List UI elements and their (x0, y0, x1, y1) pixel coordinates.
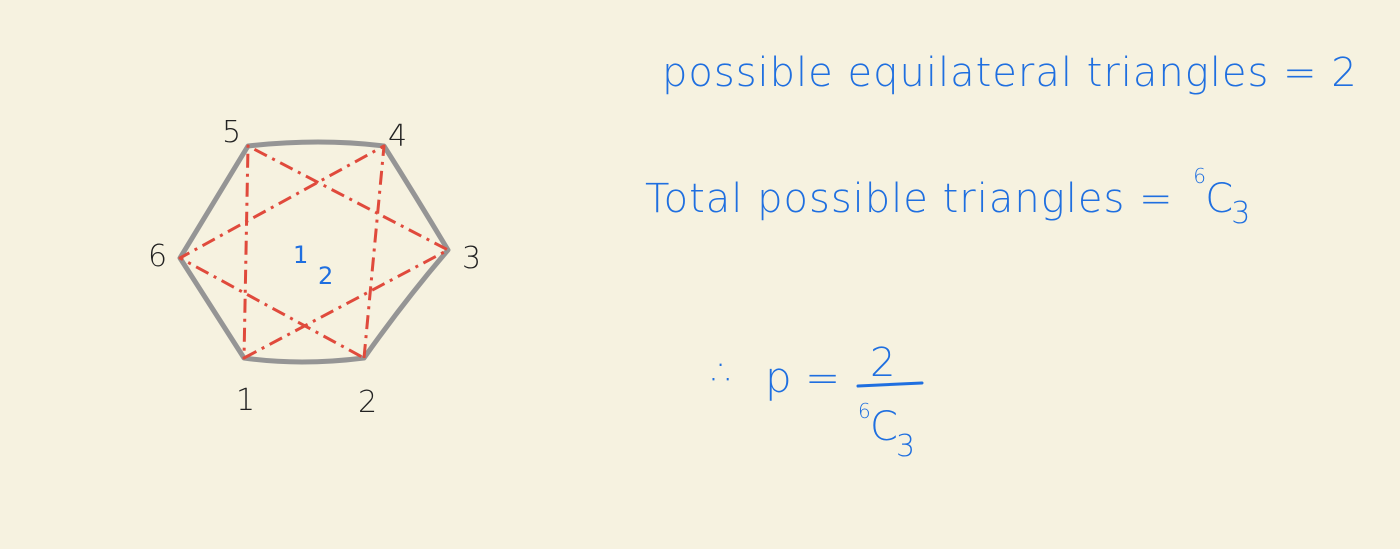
denominator-letter: C (870, 404, 898, 450)
inner-label-1: 1 (293, 241, 308, 269)
hexagon-outline (177, 139, 451, 365)
denominator-subscript: 3 (896, 429, 915, 464)
vertex-label-5: 5 (222, 115, 241, 150)
inner-label-2: 2 (318, 262, 333, 290)
p-equals: p = (765, 353, 840, 402)
total-triangles-text: Total possible triangles = (645, 176, 1174, 222)
total-triangles-note: Total possible triangles = 6 C 3 (645, 164, 1257, 231)
combination-letter: C (1205, 176, 1235, 222)
denominator-superscript: 6 (858, 399, 871, 423)
triangle-1-3-5 (242, 144, 450, 360)
therefore-symbol: ∴ (712, 350, 736, 394)
fraction-bar (856, 381, 924, 388)
vertex-label-1: 1 (236, 383, 255, 418)
combination-expression: 6 C 3 (1187, 164, 1257, 231)
triangle-2-4-6 (178, 144, 386, 360)
vertex-label-3: 3 (462, 241, 481, 276)
vertex-label-4: 4 (388, 119, 407, 154)
combination-superscript: 6 (1193, 164, 1207, 188)
combination-subscript: 3 (1231, 196, 1252, 231)
equilateral-count-note: possible equilateral triangles = 2 (662, 50, 1358, 96)
vertex-label-6: 6 (148, 239, 167, 274)
fraction-numerator: 2 (870, 340, 895, 386)
vertex-label-2: 2 (358, 385, 377, 420)
